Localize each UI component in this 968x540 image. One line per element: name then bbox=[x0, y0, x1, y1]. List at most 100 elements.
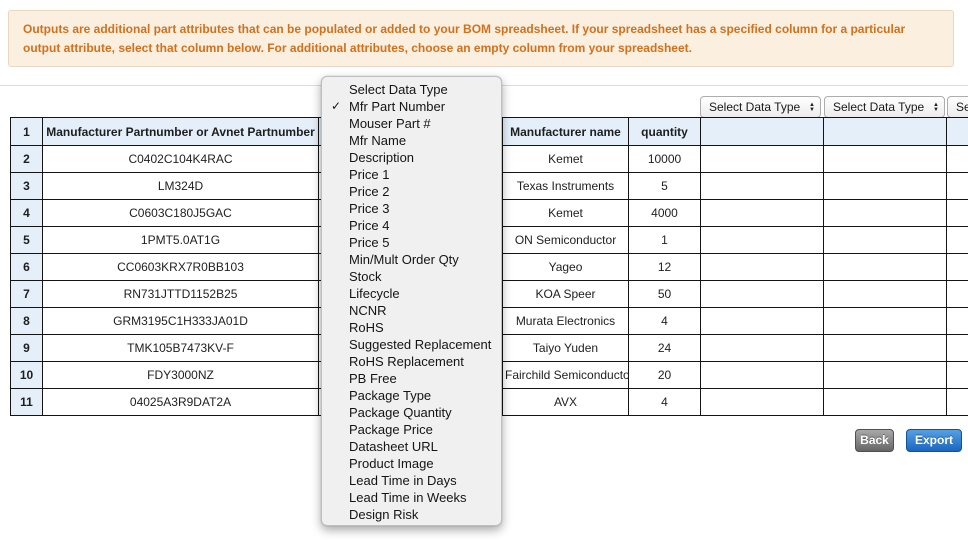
manufacturer-cell: Taiyo Yuden bbox=[502, 334, 629, 362]
dropdown-item[interactable]: Price 2 bbox=[349, 184, 390, 199]
dropdown-item[interactable]: Mfr Name bbox=[349, 133, 407, 148]
dropdown-item[interactable]: Select Data Type bbox=[349, 82, 448, 97]
dropdown-item[interactable]: Mouser Part # bbox=[349, 116, 431, 131]
row-number-cell: 5 bbox=[10, 226, 43, 254]
dropdown-item[interactable]: Price 5 bbox=[349, 235, 390, 250]
row-number-cell: 8 bbox=[10, 307, 43, 335]
dropdown-item[interactable]: Design Risk bbox=[349, 507, 419, 522]
quantity-cell: 4 bbox=[628, 388, 701, 416]
part-number-cell: 04025A3R9DAT2A bbox=[42, 388, 319, 416]
output-column-cell bbox=[700, 172, 824, 200]
manufacturer-cell: Texas Instruments bbox=[502, 172, 629, 200]
output-column-cell bbox=[946, 226, 968, 254]
output-column-select-3[interactable]: Select Data Type ▲▼ bbox=[947, 96, 968, 118]
row-number-cell: 2 bbox=[10, 145, 43, 173]
quantity-cell: 20 bbox=[628, 361, 701, 389]
manufacturer-cell: Fairchild Semiconductor bbox=[502, 361, 629, 389]
info-banner-text: Outputs are additional part attributes t… bbox=[23, 22, 906, 55]
output-column-cell bbox=[823, 280, 947, 308]
manufacturer-header: Manufacturer name bbox=[502, 117, 629, 146]
output-column-cell bbox=[946, 199, 968, 227]
output-column-cell bbox=[823, 145, 947, 173]
quantity-cell: 50 bbox=[628, 280, 701, 308]
output-column-cell bbox=[700, 145, 824, 173]
info-banner: Outputs are additional part attributes t… bbox=[8, 10, 954, 67]
export-button[interactable]: Export bbox=[906, 429, 962, 452]
output-column-cell bbox=[700, 199, 824, 227]
output-column-header bbox=[946, 117, 968, 146]
dropdown-item[interactable]: Lead Time in Days bbox=[349, 473, 457, 488]
select-label: Select Data Type bbox=[833, 100, 925, 114]
manufacturer-cell: ON Semiconductor bbox=[502, 226, 629, 254]
quantity-cell: 24 bbox=[628, 334, 701, 362]
quantity-cell: 12 bbox=[628, 253, 701, 281]
quantity-cell: 10000 bbox=[628, 145, 701, 173]
dropdown-item[interactable]: Datasheet URL bbox=[349, 439, 438, 454]
output-column-cell bbox=[823, 253, 947, 281]
dropdown-item[interactable]: RoHS Replacement bbox=[349, 354, 464, 369]
dropdown-item[interactable]: NCNR bbox=[349, 303, 387, 318]
output-column-cell bbox=[700, 307, 824, 335]
row-number-cell: 11 bbox=[10, 388, 43, 416]
part-number-cell: C0603C180J5GAC bbox=[42, 199, 319, 227]
updown-arrows-icon: ▲ ▼ bbox=[809, 101, 815, 113]
dropdown-item[interactable]: Package Quantity bbox=[349, 405, 452, 420]
part-number-cell: CC0603KRX7R0BB103 bbox=[42, 253, 319, 281]
quantity-cell: 4000 bbox=[628, 199, 701, 227]
dropdown-item[interactable]: Price 4 bbox=[349, 218, 390, 233]
dropdown-item[interactable]: Price 3 bbox=[349, 201, 390, 216]
dropdown-item-label: Mfr Part Number bbox=[349, 99, 446, 114]
output-column-select-2[interactable]: Select Data Type ▲ ▼ bbox=[824, 96, 945, 118]
dropdown-item[interactable]: RoHS bbox=[349, 320, 384, 335]
output-column-cell bbox=[700, 253, 824, 281]
part-number-cell: RN731JTTD1152B25 bbox=[42, 280, 319, 308]
dropdown-item[interactable]: Package Type bbox=[349, 388, 432, 403]
output-column-cell bbox=[700, 388, 824, 416]
row-number-cell: 1 bbox=[10, 117, 43, 146]
dropdown-item[interactable]: Product Image bbox=[349, 456, 434, 471]
dropdown-item[interactable]: Min/Mult Order Qty bbox=[349, 252, 459, 267]
check-icon: ✓ bbox=[331, 99, 342, 113]
output-column-cell bbox=[946, 280, 968, 308]
part-number-cell: GRM3195C1H333JA01D bbox=[42, 307, 319, 335]
output-column-cell bbox=[946, 172, 968, 200]
output-column-select-1[interactable]: Select Data Type ▲ ▼ bbox=[700, 96, 821, 118]
dropdown-item[interactable]: PB Free bbox=[349, 371, 397, 386]
output-column-cell bbox=[946, 253, 968, 281]
quantity-header: quantity bbox=[628, 117, 701, 146]
part-number-cell: LM324D bbox=[42, 172, 319, 200]
dropdown-item[interactable]: Suggested Replacement bbox=[349, 337, 492, 352]
output-column-cell bbox=[946, 334, 968, 362]
manufacturer-cell: AVX bbox=[502, 388, 629, 416]
output-column-cell bbox=[700, 226, 824, 254]
output-column-header bbox=[823, 117, 947, 146]
part-number-header: Manufacturer Partnumber or Avnet Partnum… bbox=[42, 117, 319, 146]
dropdown-item-selected[interactable]: ✓ Mfr Part Number bbox=[322, 98, 501, 115]
output-column-cell bbox=[700, 334, 824, 362]
output-column-cell bbox=[823, 199, 947, 227]
output-column-cell bbox=[823, 307, 947, 335]
back-button[interactable]: Back bbox=[855, 429, 894, 452]
output-column-cell bbox=[946, 307, 968, 335]
data-type-dropdown-menu: Select Data Type ✓ Mfr Part Number Mouse… bbox=[321, 76, 502, 526]
manufacturer-cell: Murata Electronics bbox=[502, 307, 629, 335]
dropdown-item[interactable]: Lifecycle bbox=[349, 286, 400, 301]
manufacturer-cell: Yageo bbox=[502, 253, 629, 281]
row-number-cell: 4 bbox=[10, 199, 43, 227]
part-number-cell: 1PMT5.0AT1G bbox=[42, 226, 319, 254]
row-number-cell: 6 bbox=[10, 253, 43, 281]
output-column-header bbox=[700, 117, 824, 146]
dropdown-item[interactable]: Description bbox=[349, 150, 415, 165]
output-column-cell bbox=[946, 388, 968, 416]
manufacturer-cell: KOA Speer bbox=[502, 280, 629, 308]
dropdown-item[interactable]: Lead Time in Weeks bbox=[349, 490, 467, 505]
select-label: Select Data Type bbox=[956, 100, 968, 114]
dropdown-item[interactable]: Price 1 bbox=[349, 167, 390, 182]
quantity-cell: 4 bbox=[628, 307, 701, 335]
output-column-cell bbox=[700, 280, 824, 308]
output-column-cell bbox=[823, 361, 947, 389]
dropdown-item[interactable]: Package Price bbox=[349, 422, 433, 437]
dropdown-item[interactable]: Stock bbox=[349, 269, 382, 284]
output-column-cell bbox=[946, 145, 968, 173]
